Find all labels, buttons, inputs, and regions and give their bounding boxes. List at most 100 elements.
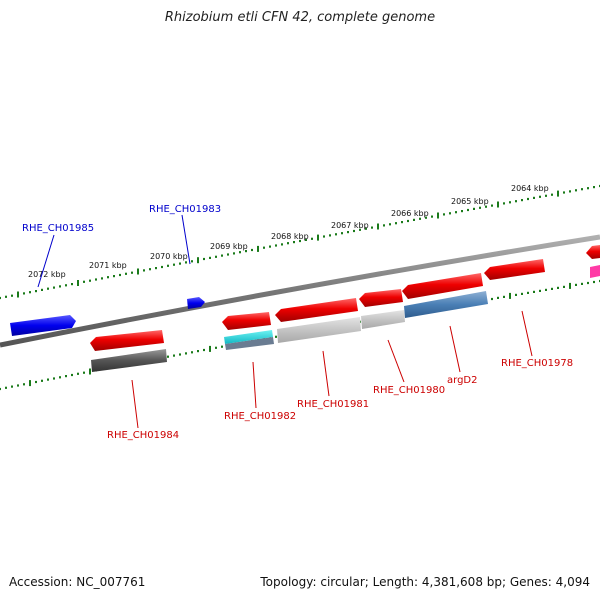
- feature-cyan[interactable]: [224, 330, 273, 344]
- ruler-minor-tick: [185, 261, 187, 264]
- ruler-minor-tick: [17, 384, 19, 387]
- ruler-major-tick: [557, 190, 559, 197]
- ruler-minor-tick: [47, 378, 49, 381]
- ruler-minor-tick: [425, 216, 427, 219]
- ruler-minor-tick: [191, 260, 193, 263]
- ruler-minor-tick: [401, 221, 403, 224]
- ruler-major-tick: [377, 223, 379, 230]
- ruler-minor-tick: [383, 224, 385, 227]
- ruler-minor-tick: [299, 239, 301, 243]
- ruler-minor-tick: [23, 292, 25, 295]
- label-argd2[interactable]: argD2: [447, 375, 477, 386]
- ruler-minor-tick: [359, 228, 361, 231]
- ruler-minor-tick: [467, 208, 469, 212]
- leader-rhe-ch01983: [181, 214, 191, 265]
- ruler-major-tick: [437, 212, 439, 219]
- ruler-minor-tick: [41, 379, 43, 382]
- feature-light-b[interactable]: [361, 310, 405, 329]
- ruler-minor-tick: [203, 257, 205, 261]
- ruler-minor-tick: [215, 255, 217, 258]
- ruler-minor-tick: [167, 264, 169, 267]
- ruler-major-tick: [17, 291, 19, 298]
- genome-backbone: [0, 234, 600, 348]
- ruler-minor-tick: [227, 253, 229, 256]
- ruler-minor-tick: [305, 238, 307, 241]
- ruler-minor-tick: [509, 201, 511, 204]
- gene-pink-edge[interactable]: [590, 265, 600, 278]
- ruler-minor-tick: [197, 350, 199, 353]
- ruler-major-tick: [29, 380, 31, 387]
- ruler-minor-tick: [515, 200, 517, 203]
- ruler-minor-tick: [0, 387, 1, 391]
- label-rhe-ch01983[interactable]: RHE_CH01983: [149, 204, 221, 215]
- ruler-minor-tick: [521, 199, 523, 202]
- ruler-minor-tick: [221, 254, 223, 257]
- gene-argd2[interactable]: [402, 273, 483, 299]
- feature-steel[interactable]: [404, 291, 488, 318]
- ruler-minor-tick: [413, 218, 415, 221]
- gene-right-edge[interactable]: [586, 245, 600, 259]
- leader-rhe-ch01985: [37, 234, 55, 288]
- leader-argd2: [449, 325, 461, 373]
- feature-light-a[interactable]: [277, 317, 361, 343]
- gene-rhe-ch01978[interactable]: [484, 259, 545, 280]
- ruler-minor-tick: [323, 235, 325, 238]
- ruler-minor-tick: [449, 212, 451, 215]
- ruler-minor-tick: [281, 243, 283, 246]
- ruler-minor-tick: [263, 246, 265, 249]
- gene-rhe-ch01983[interactable]: [187, 297, 205, 309]
- ruler-minor-tick: [455, 211, 457, 214]
- ruler-label-2069: 2069 kbp: [210, 242, 248, 251]
- ruler-minor-tick: [395, 222, 397, 225]
- ruler-minor-tick: [575, 189, 577, 192]
- gene-rhe-ch01985[interactable]: [10, 315, 76, 336]
- ruler-minor-tick: [545, 288, 547, 291]
- ruler-minor-tick: [275, 244, 277, 247]
- ruler-minor-tick: [251, 248, 253, 252]
- reverse-genes: [90, 245, 600, 351]
- ruler-label-2070: 2070 kbp: [150, 252, 188, 261]
- label-rhe-ch01980[interactable]: RHE_CH01980: [373, 385, 445, 396]
- label-rhe-ch01982[interactable]: RHE_CH01982: [224, 411, 296, 422]
- forward-genes: [10, 265, 600, 336]
- gene-rhe-ch01982[interactable]: [222, 312, 271, 330]
- accession-text: Accession: NC_007761: [9, 575, 146, 589]
- ruler-minor-tick: [221, 345, 223, 348]
- ruler-minor-tick: [581, 282, 583, 285]
- ruler-minor-tick: [161, 265, 163, 269]
- ruler-minor-tick: [47, 287, 49, 290]
- gene-rhe-ch01981[interactable]: [275, 298, 358, 322]
- ruler-minor-tick: [329, 234, 331, 237]
- label-rhe-ch01984[interactable]: RHE_CH01984: [107, 430, 179, 441]
- ruler-major-tick: [257, 245, 259, 252]
- ruler-minor-tick: [245, 250, 247, 253]
- ruler-minor-tick: [539, 289, 541, 292]
- label-rhe-ch01981[interactable]: RHE_CH01981: [297, 399, 369, 410]
- ruler-minor-tick: [209, 256, 211, 259]
- ruler-minor-tick: [491, 297, 493, 301]
- feature-dark[interactable]: [91, 349, 167, 372]
- ruler-minor-tick: [293, 241, 295, 244]
- label-rhe-ch01985[interactable]: RHE_CH01985: [22, 223, 94, 234]
- ruler-label-2067: 2067 kbp: [331, 221, 369, 230]
- ruler-label-2071: 2071 kbp: [89, 261, 127, 270]
- ruler-minor-tick: [593, 186, 595, 189]
- gene-rhe-ch01980[interactable]: [359, 289, 403, 307]
- ruler-minor-tick: [275, 335, 277, 338]
- ruler-minor-tick: [533, 290, 535, 293]
- ruler-minor-tick: [23, 383, 25, 386]
- ruler-minor-tick: [527, 197, 529, 201]
- ruler-minor-tick: [539, 195, 541, 198]
- gene-rhe-ch01984[interactable]: [90, 330, 164, 351]
- label-rhe-ch01978[interactable]: RHE_CH01978: [501, 358, 573, 369]
- ruler-minor-tick: [233, 252, 235, 255]
- ruler-major-tick: [89, 368, 91, 375]
- ruler-minor-tick: [77, 372, 79, 375]
- feature-slate[interactable]: [225, 337, 274, 350]
- ruler-major-tick: [509, 292, 511, 299]
- ruler-minor-tick: [107, 276, 109, 279]
- ruler-minor-tick: [95, 278, 97, 281]
- ruler-minor-tick: [533, 196, 535, 199]
- ruler-minor-tick: [473, 207, 475, 210]
